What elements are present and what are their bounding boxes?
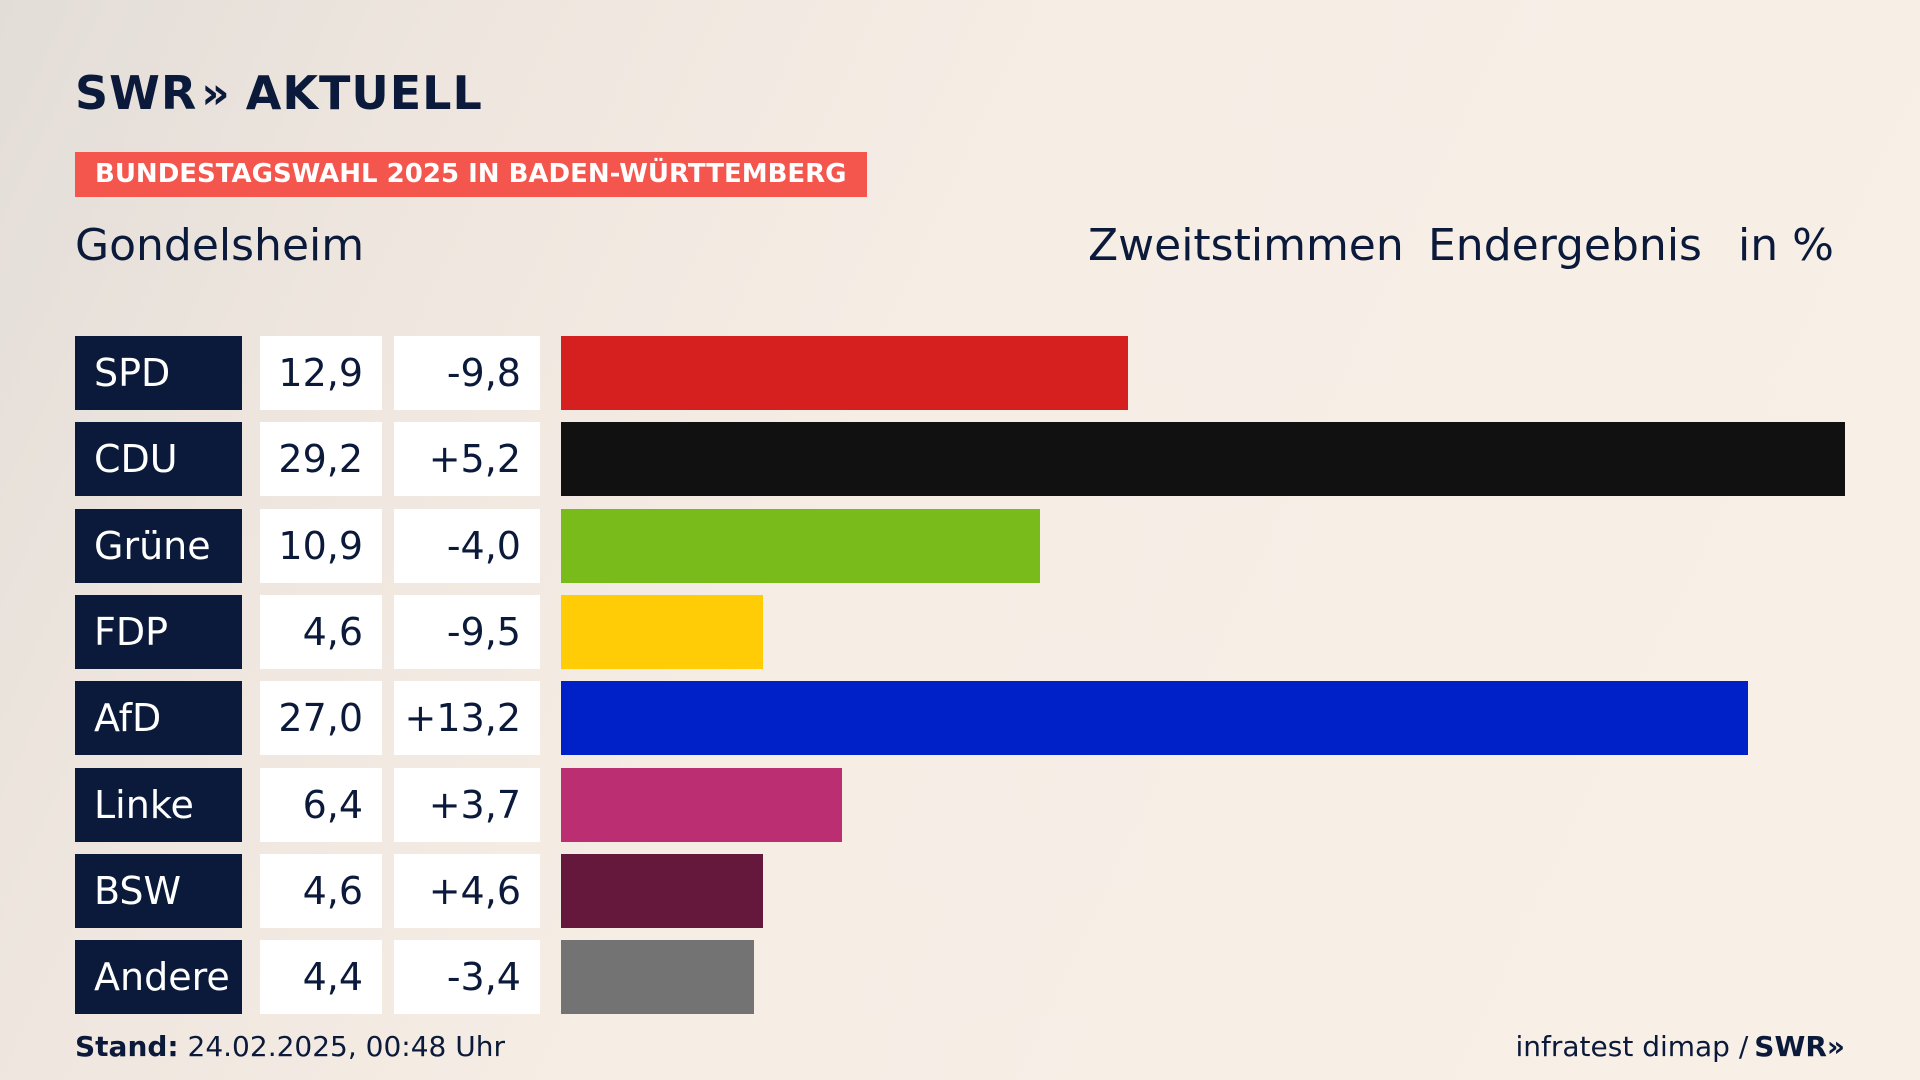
party-label: FDP <box>75 594 242 669</box>
logo-swr: SWR <box>75 66 198 120</box>
header-status: Endergebnis <box>1428 220 1702 271</box>
vote-share-value: 12,9 <box>260 336 382 410</box>
change-value: +5,2 <box>394 422 540 497</box>
election-badge: BUNDESTAGSWAHL 2025 IN BADEN-WÜRTTEMBERG <box>75 152 867 197</box>
logo-aktuell: AKTUELL <box>245 66 483 120</box>
footer-stand: Stand: 24.02.2025, 00:48 Uhr <box>75 1030 505 1063</box>
vote-share-value: 27,0 <box>260 681 382 756</box>
result-bar <box>561 422 1845 497</box>
party-label: BSW <box>75 853 242 928</box>
result-bar <box>561 594 764 669</box>
vote-share-value: 4,6 <box>260 853 382 928</box>
stand-label: Stand: <box>75 1030 179 1063</box>
party-label: SPD <box>75 336 242 410</box>
result-bar <box>561 508 1041 583</box>
change-value: -4,0 <box>394 508 540 583</box>
change-value: +4,6 <box>394 853 540 928</box>
vote-share-value: 29,2 <box>260 422 382 497</box>
vote-share-value: 6,4 <box>260 767 382 842</box>
result-bar <box>561 681 1749 756</box>
region-title: Gondelsheim <box>75 220 365 271</box>
header-votes: Zweitstimmen <box>1088 220 1404 271</box>
result-bar <box>561 336 1129 410</box>
change-value: -9,5 <box>394 594 540 669</box>
party-label: CDU <box>75 422 242 497</box>
source-label: infratest dimap / <box>1515 1030 1749 1063</box>
result-bar <box>561 940 755 1015</box>
change-value: -3,4 <box>394 940 540 1015</box>
footer-source: infratest dimap / SWR» <box>1515 1030 1845 1063</box>
chevron-right-icon: » <box>201 67 230 119</box>
vote-share-value: 4,4 <box>260 940 382 1015</box>
party-label: Grüne <box>75 508 242 583</box>
header-unit: in % <box>1738 220 1834 271</box>
party-label: Andere <box>75 940 242 1015</box>
party-label: AfD <box>75 681 242 756</box>
change-value: +3,7 <box>394 767 540 842</box>
vote-share-value: 10,9 <box>260 508 382 583</box>
vote-share-value: 4,6 <box>260 594 382 669</box>
party-label: Linke <box>75 767 242 842</box>
swr-aktuell-logo: SWR » AKTUELL <box>75 66 483 120</box>
stand-value: 24.02.2025, 00:48 Uhr <box>187 1030 505 1063</box>
result-bar <box>561 853 764 928</box>
change-value: -9,8 <box>394 336 540 410</box>
source-brand: SWR» <box>1754 1030 1845 1063</box>
result-bar <box>561 767 843 842</box>
change-value: +13,2 <box>394 681 540 756</box>
